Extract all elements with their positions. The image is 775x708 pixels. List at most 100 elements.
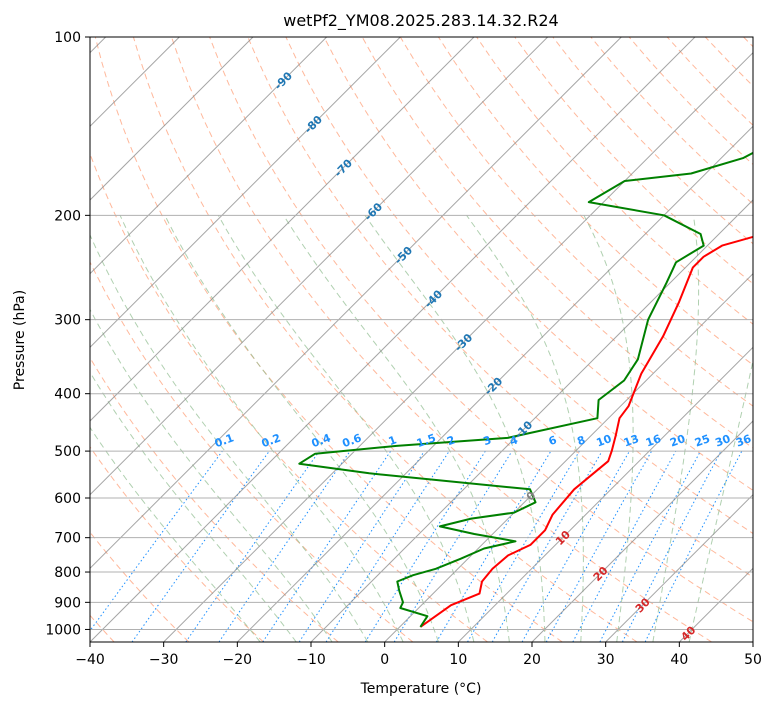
isotherm-line: [90, 37, 401, 349]
dry-adiabat-line: [90, 446, 264, 642]
dry-adiabat-line: [94, 37, 563, 642]
mixing-ratio-label: 1.5: [415, 431, 438, 450]
mixing-ratio-line: [185, 450, 320, 642]
dry-adiabat-line: [247, 37, 753, 578]
isotherm-line: [90, 37, 328, 275]
moist-adiabat-line: [283, 215, 510, 642]
dry-adiabat-line: [209, 37, 753, 623]
dry-adiabat-line: [132, 37, 638, 642]
series-group: [298, 151, 753, 628]
isotherm-line: [310, 199, 753, 642]
moist-adiabat-line: [90, 308, 333, 642]
mixing-ratio-line: [325, 450, 450, 642]
moist-adiabat-line: [652, 215, 700, 642]
dry-adiabat-line: [476, 37, 753, 325]
temperature-profile-line: [419, 235, 753, 628]
moist-adiabat-line: [90, 371, 297, 642]
isotherm-line: [90, 37, 696, 642]
y-tick-label: 800: [54, 565, 81, 581]
x-axis-label: Temperature (°C): [360, 681, 482, 697]
y-tick-label: 500: [54, 444, 81, 460]
mixing-ratio-label: 0.4: [310, 431, 333, 450]
y-tick-label: 300: [54, 313, 81, 329]
x-tick-label: 50: [744, 652, 762, 668]
isotherm-line: [90, 37, 254, 201]
mixing-ratio-label: 6: [547, 433, 559, 448]
mixing-ratio-line: [298, 450, 425, 642]
y-tick-label: 100: [54, 30, 81, 46]
moist-adiabat-line: [90, 426, 261, 642]
dewpoint-profile-line: [298, 151, 753, 628]
isotherm-line: [236, 125, 753, 642]
x-tick-label: −20: [223, 652, 253, 668]
moist-adiabat-line: [364, 215, 546, 642]
mixing-ratio-label: 30: [713, 432, 732, 450]
moist-adiabat-line: [164, 215, 439, 642]
dry-adiabat-line: [323, 37, 753, 491]
x-tick-label: 0: [380, 652, 389, 668]
line-labels: 0.1 0.2 0.4 0.6 1 1.5 2 3 4 6 8 10 13 16 20 25 30 36-90-8…: [213, 69, 753, 644]
isotherm-line: [605, 493, 753, 642]
x-tick-label: −10: [296, 652, 326, 668]
dry-adiabat-line: [90, 260, 414, 642]
mixing-ratio-line: [393, 450, 513, 642]
mixing-ratio-label: 2: [445, 433, 457, 448]
plot-frame: [89, 36, 754, 643]
x-tick-label: 40: [670, 652, 688, 668]
mixing-ratio-line: [218, 450, 351, 642]
dry-adiabat-line: [171, 37, 712, 642]
mixing-ratio-label: 8: [575, 433, 587, 448]
moist-adiabat-line: [217, 215, 475, 642]
mixing-ratio-label: 3: [481, 433, 493, 448]
mixing-ratio-label: 4: [508, 433, 520, 448]
moist-adiabat-line: [466, 215, 584, 642]
dry-adiabat-line: [285, 37, 753, 535]
chart-title: wetPf2_YM08.2025.283.14.32.R24: [283, 11, 558, 31]
x-tick-label: −40: [75, 652, 105, 668]
isotherm-line: [457, 346, 753, 642]
moist-adiabat-line: [90, 233, 369, 642]
mixing-ratio-label: 1: [387, 433, 399, 448]
isotherm-line: [531, 420, 753, 642]
background-lines: [90, 37, 753, 642]
x-tick-label: 10: [449, 652, 467, 668]
mixing-ratio-line: [545, 450, 653, 642]
isotherm-line: [90, 37, 622, 570]
mixing-ratio-line: [90, 450, 223, 632]
moist-adiabat-line: [583, 215, 634, 642]
isotherm-line: [90, 37, 549, 496]
dry-adiabat-line: [90, 356, 339, 642]
y-tick-label: 900: [54, 595, 81, 611]
mixing-ratio-label: 0.6: [341, 431, 364, 450]
mixing-ratio-line: [262, 450, 392, 642]
isotherm-line: [90, 37, 475, 422]
y-tick-label: 700: [54, 531, 81, 547]
moist-adiabat-line: [119, 215, 404, 642]
x-tick-label: 30: [597, 652, 615, 668]
mixing-ratio-line: [521, 450, 630, 642]
axis-ticks: −40 −30 −20 −10 0 10 20 30 40 5010020030040050060…: [45, 30, 762, 668]
mixing-ratio-label: 25: [693, 432, 712, 449]
y-tick-label: 600: [54, 491, 81, 507]
mixing-ratio-label: 16: [644, 432, 663, 450]
mixing-ratio-label: 20: [668, 432, 687, 450]
mixing-ratio-label: 10: [595, 432, 614, 450]
mixing-ratio-label: 13: [622, 432, 641, 449]
y-axis-label: Pressure (hPa): [12, 290, 28, 390]
y-tick-label: 400: [54, 387, 81, 403]
mixing-ratio-line: [131, 450, 270, 642]
isotherm-line: [384, 272, 753, 642]
y-tick-label: 1000: [45, 622, 81, 638]
y-tick-label: 200: [54, 208, 81, 224]
dry-adiabat-line: [514, 37, 753, 285]
mixing-ratio-line: [572, 450, 677, 642]
x-tick-label: 20: [523, 652, 541, 668]
mixing-ratio-line: [644, 450, 743, 642]
mixing-ratio-label: 0.1: [213, 431, 236, 450]
grid-lines: [90, 37, 753, 642]
mixing-ratio-label: 0.2: [260, 431, 283, 450]
mixing-ratio-label: 36: [734, 432, 753, 450]
x-tick-label: −30: [149, 652, 179, 668]
isotherm-line: [163, 51, 753, 642]
